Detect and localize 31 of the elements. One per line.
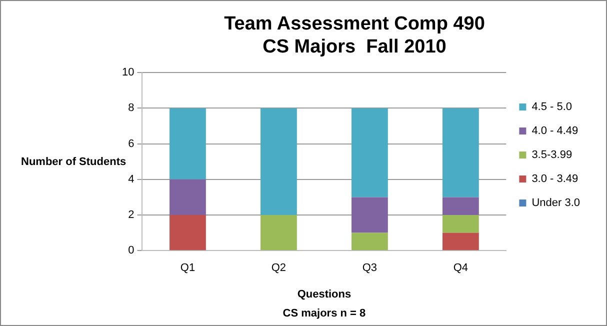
bar: [260, 215, 297, 250]
x-tick-label: Q2: [271, 262, 286, 274]
y-tick-label: 4: [128, 173, 134, 186]
legend-label: 4.5 - 5.0: [532, 101, 572, 114]
bar: [352, 108, 388, 198]
x-tick-label: Q3: [362, 262, 378, 274]
text: CS majors n = 8: [282, 308, 366, 320]
y-axis-title: Number of Students: [21, 156, 126, 168]
bar: [442, 232, 479, 250]
bar: [170, 108, 206, 180]
chart-title: Team Assessment Comp 490 CS Majors Fall 2010: [224, 14, 485, 58]
bar: [170, 179, 206, 215]
bar: [260, 108, 297, 215]
x-tick-label: Q1: [180, 262, 196, 274]
bar: [170, 215, 206, 250]
y-tick-label: 8: [128, 102, 134, 114]
bar: [442, 197, 479, 215]
legend-label: Under 3.0: [532, 197, 580, 210]
legend-label: 3.0 - 3.49: [532, 173, 578, 186]
x-tick-label: Q4: [453, 262, 468, 274]
bar: [442, 108, 479, 198]
bar: [352, 197, 388, 233]
x-axis-title: Questions: [297, 288, 352, 300]
bar: [442, 215, 479, 233]
y-tick-label: 6: [128, 138, 134, 150]
bar: [352, 232, 388, 250]
legend-label: 4.0 - 4.49: [532, 125, 578, 138]
legend-label: 3.5-3.99: [532, 149, 572, 162]
y-tick-label: 2: [128, 209, 134, 222]
y-tick-label: 0: [128, 244, 134, 257]
y-tick-label: 10: [122, 66, 134, 79]
